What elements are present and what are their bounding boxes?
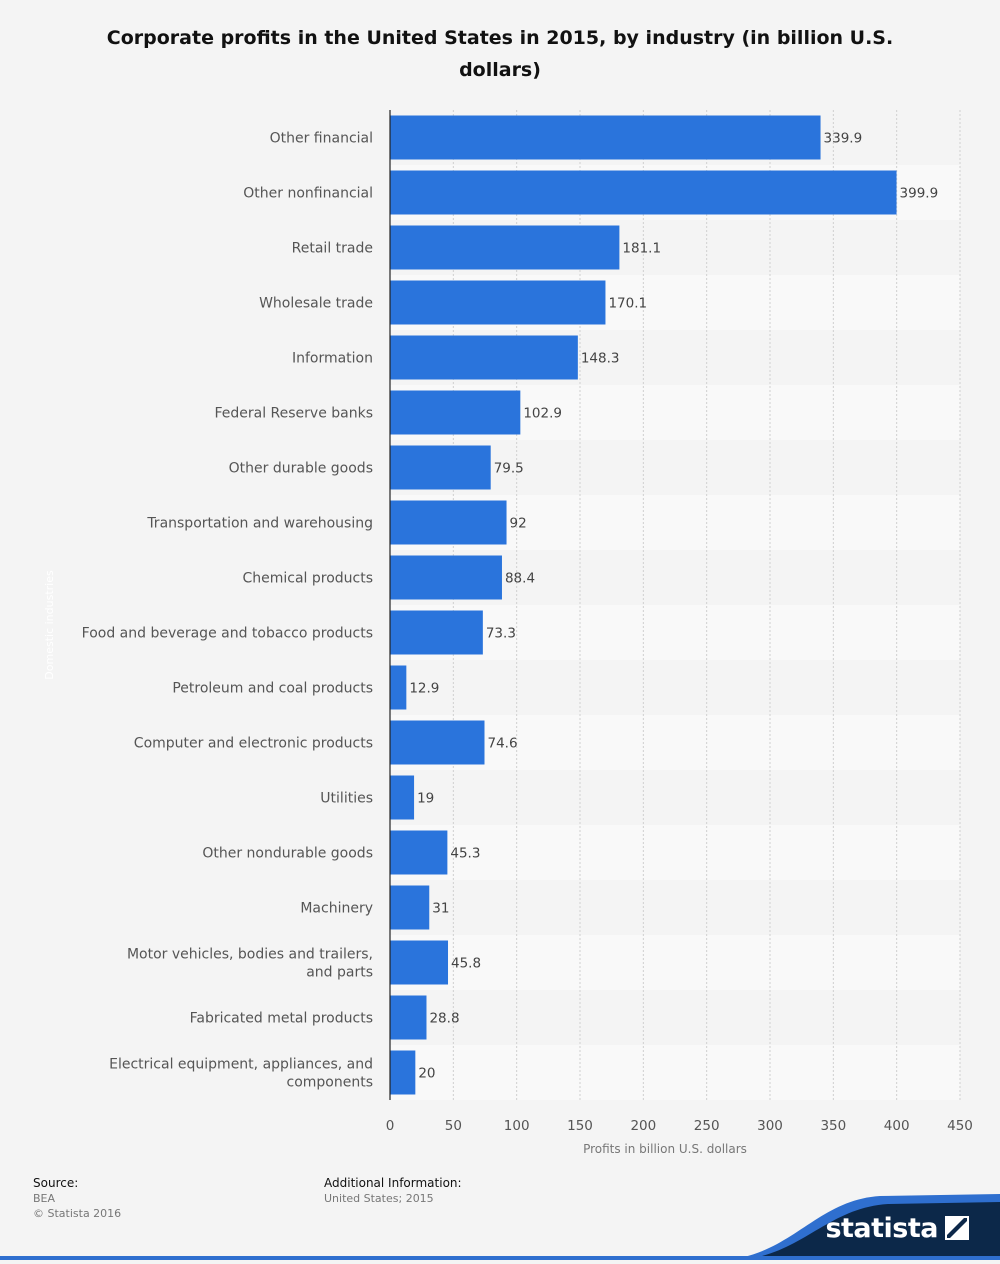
data-label: 339.9 xyxy=(824,131,863,147)
data-label: 88.4 xyxy=(505,571,535,587)
data-label: 73.3 xyxy=(486,626,516,642)
x-tick-label: 50 xyxy=(445,1118,462,1134)
x-axis-title: Profits in billion U.S. dollars xyxy=(583,1142,747,1156)
row-band xyxy=(390,770,960,825)
statista-logo-icon xyxy=(945,1216,969,1240)
category-label: Computer and electronic products xyxy=(134,736,373,752)
category-label: Fabricated metal products xyxy=(190,1011,373,1027)
data-label: 399.9 xyxy=(900,186,939,202)
category-label: Food and beverage and tobacco products xyxy=(82,626,373,642)
x-tick-label: 100 xyxy=(504,1118,530,1134)
x-tick-label: 350 xyxy=(820,1118,846,1134)
data-label: 45.8 xyxy=(451,956,481,972)
bar xyxy=(390,665,407,710)
bar xyxy=(390,170,897,215)
bar xyxy=(390,335,578,380)
bar xyxy=(390,225,620,270)
bar xyxy=(390,885,430,930)
statista-logo-text: statista xyxy=(825,1213,938,1244)
chart-title: Corporate profits in the United States i… xyxy=(106,27,894,81)
bar xyxy=(390,1050,416,1095)
data-label: 45.3 xyxy=(450,846,480,862)
statista-brand: statista xyxy=(720,1180,1000,1260)
brand-wave xyxy=(720,1194,1000,1260)
additional-info-line: United States; 2015 xyxy=(324,1192,434,1205)
row-band xyxy=(390,880,960,935)
bar xyxy=(390,830,448,875)
y-axis-title: Domestic industries xyxy=(43,570,56,680)
bar xyxy=(390,390,521,435)
category-label: Transportation and warehousing xyxy=(146,516,373,532)
category-label: Electrical equipment, appliances, and com… xyxy=(109,1057,373,1091)
bar-chart: Other financial Other nonfinancial Retail … xyxy=(43,110,973,1156)
data-label: 19 xyxy=(417,791,434,807)
gridlines xyxy=(452,110,961,1100)
data-label: 170.1 xyxy=(608,296,647,312)
data-label: 31 xyxy=(432,901,449,917)
data-label: 102.9 xyxy=(523,406,562,422)
bar xyxy=(390,500,507,545)
bar xyxy=(390,940,449,985)
row-band xyxy=(390,935,960,990)
category-label: Machinery xyxy=(300,901,373,917)
additional-info-heading: Additional Information: xyxy=(324,1176,462,1190)
bar xyxy=(390,280,606,325)
row-band xyxy=(390,825,960,880)
data-label: 79.5 xyxy=(494,461,524,477)
row-band xyxy=(390,605,960,660)
bar xyxy=(390,115,821,160)
bars xyxy=(390,115,897,1095)
data-label: 12.9 xyxy=(409,681,439,697)
bar xyxy=(390,445,491,490)
data-label: 20 xyxy=(418,1066,435,1082)
bar xyxy=(390,720,485,765)
data-label: 92 xyxy=(510,516,527,532)
category-label: Other durable goods xyxy=(229,461,373,477)
category-label: Other financial xyxy=(270,131,373,147)
source-block: Source: BEA © Statista 2016 xyxy=(33,1175,121,1221)
additional-info-block: Additional Information: United States; 2… xyxy=(324,1175,462,1206)
x-tick-label: 200 xyxy=(630,1118,656,1134)
category-label: Utilities xyxy=(320,791,373,807)
data-label: 28.8 xyxy=(429,1011,459,1027)
copyright-line: © Statista 2016 xyxy=(33,1207,122,1220)
category-label: Information xyxy=(292,351,373,367)
data-label: 181.1 xyxy=(622,241,661,257)
bar xyxy=(390,775,415,820)
category-label: Other nonfinancial xyxy=(243,186,373,202)
row-band xyxy=(390,660,960,715)
row-band xyxy=(390,1045,960,1100)
x-tick-label: 250 xyxy=(694,1118,720,1134)
category-label: Federal Reserve banks xyxy=(214,406,373,422)
data-label: 74.6 xyxy=(487,736,517,752)
x-tick-label: 150 xyxy=(567,1118,593,1134)
bar xyxy=(390,995,427,1040)
category-label: Petroleum and coal products xyxy=(172,681,373,697)
category-label: Motor vehicles, bodies and trailers, and … xyxy=(127,947,373,981)
value-labels: 339.9 399.9 181.1 170.1 148.3 102.9 79.5 92 88.4… xyxy=(409,131,938,1082)
row-band xyxy=(390,990,960,1045)
x-axis-ticks: 0 50 100 150 200 250 300 350 400 450 xyxy=(386,1118,973,1134)
category-labels: Other financial Other nonfinancial Retail … xyxy=(82,131,373,1091)
category-label: Retail trade xyxy=(292,241,373,257)
x-tick-label: 0 xyxy=(386,1118,395,1134)
x-tick-label: 300 xyxy=(757,1118,783,1134)
data-label: 148.3 xyxy=(581,351,620,367)
bar xyxy=(390,610,483,655)
category-label: Other nondurable goods xyxy=(202,846,373,862)
x-tick-label: 450 xyxy=(947,1118,973,1134)
source-heading: Source: xyxy=(33,1176,79,1190)
x-tick-label: 400 xyxy=(884,1118,910,1134)
row-band xyxy=(390,715,960,770)
bar xyxy=(390,555,502,600)
category-label: Chemical products xyxy=(242,571,373,587)
category-label: Wholesale trade xyxy=(259,296,373,312)
source-line: BEA xyxy=(33,1192,56,1205)
bottom-strip xyxy=(0,1256,1000,1260)
